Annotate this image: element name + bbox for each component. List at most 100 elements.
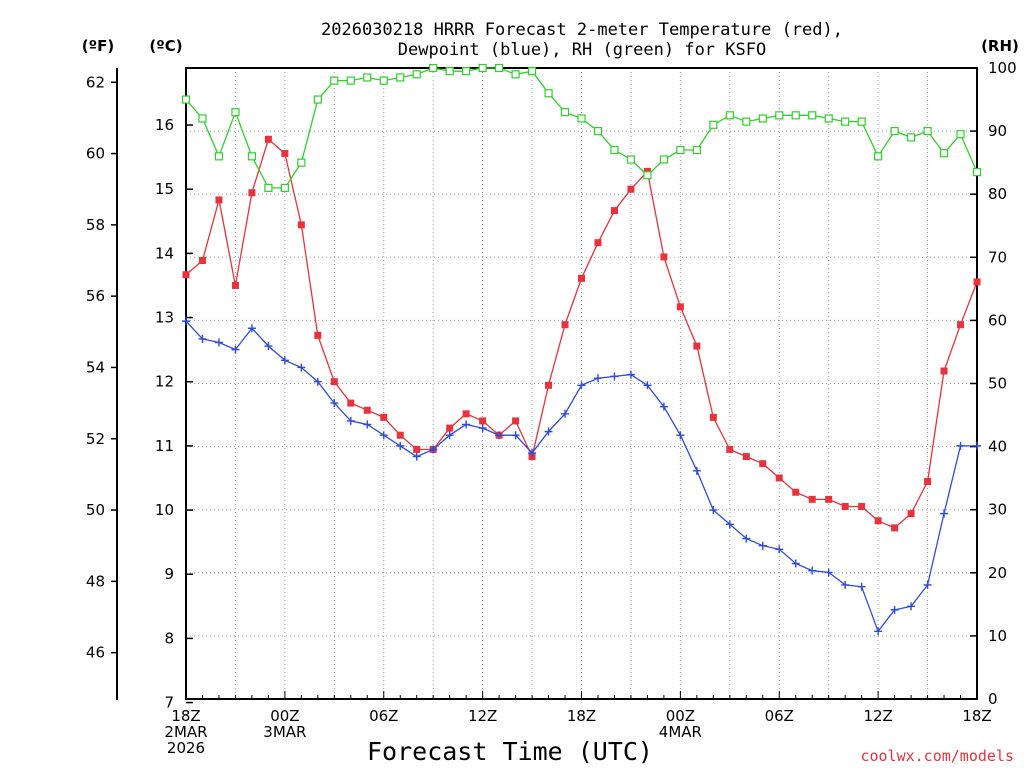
x-tick-label: 3MAR bbox=[263, 723, 306, 741]
x-tick-label: 18Z bbox=[567, 707, 596, 725]
rh-line bbox=[185, 67, 978, 189]
celsius-tick-label: 10 bbox=[155, 501, 174, 519]
source-credit[interactable]: coolwx.com/models bbox=[860, 747, 1014, 765]
celsius-tick-label: 9 bbox=[164, 565, 174, 583]
rh-point bbox=[676, 145, 685, 155]
rh-point bbox=[775, 111, 784, 120]
x-tick-label: 2026 bbox=[167, 739, 205, 757]
rh-point bbox=[198, 114, 207, 123]
dewpoint-point bbox=[445, 431, 454, 440]
x-axis-title: Forecast Time (UTC) bbox=[367, 737, 653, 766]
dewpoint-point bbox=[940, 509, 949, 518]
temperature-point bbox=[446, 424, 454, 432]
dewpoint-point bbox=[874, 627, 883, 636]
rh-tick-label: 70 bbox=[988, 248, 1007, 266]
fahrenheit-tick-label: 52 bbox=[86, 430, 105, 448]
rh-point bbox=[313, 95, 322, 104]
temperature-point bbox=[413, 445, 421, 453]
celsius-tick-label: 11 bbox=[155, 437, 174, 455]
rh-tick-label: 80 bbox=[988, 185, 1007, 203]
dewpoint-point bbox=[626, 370, 635, 379]
temperature-line bbox=[185, 138, 978, 529]
temperature-point bbox=[924, 478, 932, 486]
dewpoint-point bbox=[396, 441, 405, 450]
temperature-point bbox=[182, 271, 190, 279]
rh-tick-label: 30 bbox=[988, 501, 1007, 519]
temperature-point bbox=[610, 207, 618, 215]
temperature-point bbox=[363, 406, 371, 414]
rh-point bbox=[643, 171, 652, 180]
x-tick-label: 06Z bbox=[765, 707, 794, 725]
temperature-point bbox=[545, 381, 553, 389]
rh-point bbox=[956, 130, 965, 139]
temperature-point bbox=[248, 189, 256, 197]
x-tick-label: 18Z bbox=[171, 707, 200, 725]
rh-point bbox=[824, 114, 833, 123]
dewpoint-point bbox=[725, 520, 734, 529]
temperature-point bbox=[759, 460, 767, 468]
rh-tick-label: 40 bbox=[988, 438, 1007, 456]
temperature-point bbox=[726, 445, 734, 453]
dewpoint-point bbox=[379, 431, 388, 440]
rh-point bbox=[445, 67, 454, 76]
dewpoint-point bbox=[824, 568, 833, 577]
rh-point bbox=[791, 111, 800, 120]
rh-tick-label: 20 bbox=[988, 564, 1007, 582]
dewpoint-point bbox=[561, 409, 570, 418]
rh-point bbox=[857, 117, 866, 126]
dewpoint-point bbox=[791, 559, 800, 568]
temperature-point bbox=[594, 239, 602, 247]
rh-point bbox=[841, 117, 850, 126]
dewpoint-point bbox=[231, 345, 240, 354]
rh-point bbox=[231, 108, 240, 117]
dewpoint-point bbox=[528, 449, 537, 458]
temperature-point bbox=[907, 510, 915, 518]
dewpoint-point bbox=[429, 445, 438, 454]
rh-point bbox=[659, 155, 668, 164]
dewpoint-point bbox=[857, 582, 866, 591]
rh-point bbox=[874, 152, 883, 161]
dewpoint-point bbox=[709, 506, 718, 515]
rh-point bbox=[330, 76, 339, 85]
dewpoint-point bbox=[495, 431, 504, 440]
dewpoint-point bbox=[363, 420, 372, 429]
dewpoint-point bbox=[544, 427, 553, 436]
rh-point bbox=[429, 63, 438, 73]
temperature-point bbox=[314, 331, 322, 339]
dewpoint-point bbox=[511, 431, 520, 440]
dewpoint-point bbox=[280, 356, 289, 365]
rh-tick-label: 90 bbox=[988, 122, 1007, 140]
temperature-point bbox=[957, 321, 965, 329]
rh-point bbox=[181, 95, 191, 104]
rh-point bbox=[742, 117, 751, 126]
rh-point bbox=[462, 67, 471, 76]
rh-point bbox=[906, 133, 916, 142]
rh-point bbox=[972, 168, 982, 177]
rh-point bbox=[577, 114, 586, 123]
dewpoint-point bbox=[956, 441, 965, 450]
dewpoint-point bbox=[890, 605, 899, 614]
temperature-point bbox=[792, 488, 800, 496]
dewpoint-point bbox=[593, 374, 602, 383]
chart-title-line-1: 2026030218 HRRR Forecast 2-meter Tempera… bbox=[321, 20, 843, 40]
fahrenheit-tick-label: 58 bbox=[86, 216, 105, 234]
temperature-point bbox=[627, 185, 635, 193]
celsius-tick-label: 15 bbox=[155, 180, 174, 198]
dewpoint-point bbox=[659, 402, 668, 411]
temperature-point bbox=[742, 453, 750, 461]
x-tick-label: 12Z bbox=[863, 707, 892, 725]
dewpoint-point bbox=[923, 580, 932, 589]
chart-title-line-2: Dewpoint (blue), RH (green) for KSFO bbox=[398, 40, 766, 60]
celsius-tick-label: 14 bbox=[155, 244, 174, 262]
fahrenheit-tick-label: 50 bbox=[86, 501, 105, 519]
fahrenheit-tick-label: 62 bbox=[86, 73, 105, 91]
celsius-tick-label: 8 bbox=[164, 629, 174, 647]
fahrenheit-tick-label: 46 bbox=[86, 644, 105, 662]
tick-labels: 46 48 50 52 54 56 58 60 62 7 8 9 10 11 12 13 14 15 16 0 10 20… bbox=[86, 59, 1017, 757]
temperature-point bbox=[808, 495, 816, 503]
rh-point bbox=[610, 145, 619, 155]
temperature-point bbox=[264, 135, 272, 143]
x-tick-label: 12Z bbox=[468, 707, 497, 725]
temperature-point bbox=[380, 413, 388, 421]
